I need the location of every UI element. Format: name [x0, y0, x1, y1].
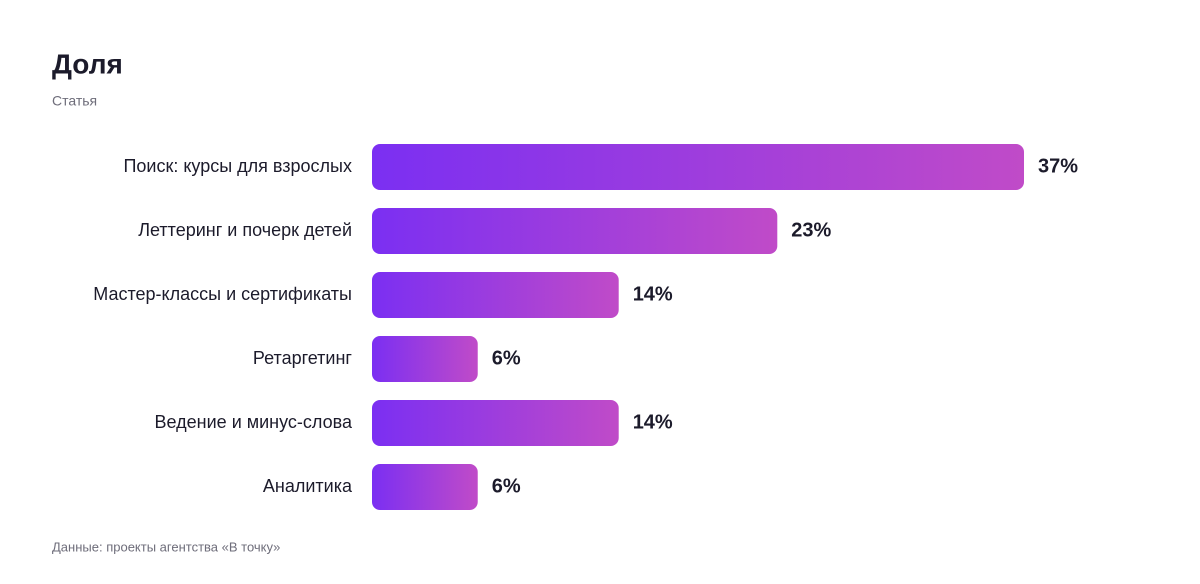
bar: [372, 144, 1024, 190]
category-label: Леттеринг и почерк детей: [138, 220, 352, 240]
value-label: 14%: [633, 411, 673, 433]
value-label: 14%: [633, 283, 673, 305]
bar: [372, 208, 778, 254]
value-label: 6%: [492, 347, 521, 369]
chart-subtitle: Статья: [52, 93, 97, 109]
bar: [372, 336, 478, 382]
chart-title: Доля: [52, 48, 123, 79]
category-label: Поиск: курсы для взрослых: [123, 156, 352, 176]
value-label: 6%: [492, 475, 521, 497]
chart-note: Данные: проекты агентства «В точку»: [52, 539, 280, 554]
value-label: 23%: [791, 219, 831, 241]
bar: [372, 400, 619, 446]
bar: [372, 272, 619, 318]
category-label: Ретаргетинг: [253, 348, 353, 368]
bar: [372, 464, 478, 510]
value-label: 37%: [1038, 155, 1078, 177]
category-label: Аналитика: [263, 476, 353, 496]
category-label: Ведение и минус-слова: [155, 412, 353, 432]
category-label: Мастер-классы и сертификаты: [93, 284, 352, 304]
